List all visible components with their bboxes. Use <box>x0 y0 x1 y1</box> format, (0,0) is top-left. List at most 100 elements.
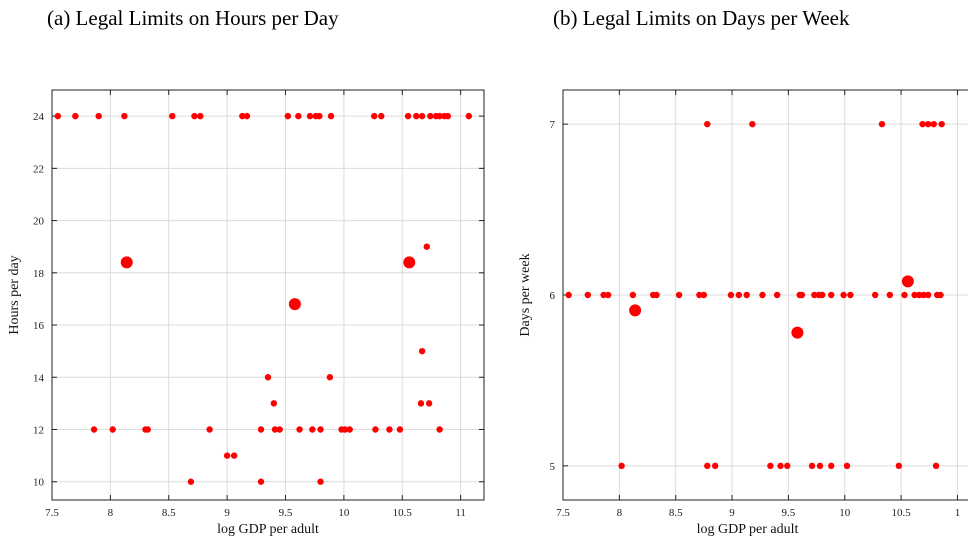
chart-b-point <box>828 462 835 470</box>
chart-b-xtick-label: 10.5 <box>891 507 911 519</box>
chart-a-point <box>257 426 265 433</box>
chart-a-point <box>243 112 251 120</box>
chart-b-point <box>901 291 908 299</box>
chart-a-point <box>121 112 128 120</box>
chart-a-title: (a) Legal Limits on Hours per Day <box>47 6 339 30</box>
chart-a-point <box>327 112 335 120</box>
chart-b-point <box>784 462 791 470</box>
chart-a-point <box>191 112 198 120</box>
chart-b-point <box>700 291 708 299</box>
chart-b-title: (b) Legal Limits on Days per Week <box>553 6 850 30</box>
chart-b-point <box>773 291 781 299</box>
chart-a-point <box>284 112 292 120</box>
chart-b-point <box>932 462 940 470</box>
chart-b-plot: 7.5 8 8.5 9 9.5 10 10.5 1 5 6 7 log GDP per adult Da… <box>518 89 968 537</box>
chart-a-point <box>425 400 433 407</box>
chart-b-point <box>828 291 835 299</box>
chart-b-point <box>675 291 683 299</box>
chart-b-mean-point <box>791 326 804 339</box>
chart-b-point <box>930 120 937 128</box>
chart-b-point <box>618 462 625 470</box>
chart-b-point <box>749 120 756 128</box>
chart-a-xtick-label: 10.5 <box>393 507 413 519</box>
chart-a-point <box>271 426 279 433</box>
chart-b-ytick-label: 6 <box>550 290 556 302</box>
chart-b-point <box>819 291 826 299</box>
chart-b-point <box>727 291 735 299</box>
chart-a-point <box>418 112 426 120</box>
chart-a-point <box>295 112 302 120</box>
chart-b-point <box>629 291 637 299</box>
chart-b-xtick-label: 1 <box>955 507 961 519</box>
chart-a-xtick-label: 8 <box>108 507 114 519</box>
chart-a-point <box>72 112 79 120</box>
chart-a-point <box>418 347 426 355</box>
chart-b-point <box>743 291 750 299</box>
chart-a-point <box>413 112 420 120</box>
chart-b-ytick-label: 5 <box>550 461 556 473</box>
chart-a-point <box>465 112 473 120</box>
chart-a-mean-point <box>403 256 416 269</box>
chart-b-xtick-label: 9.5 <box>782 507 796 519</box>
chart-b-ytick-label: 7 <box>550 119 556 131</box>
chart-a-point <box>109 426 116 433</box>
chart-b-xlabel: log GDP per adult <box>697 522 799 537</box>
chart-a-ylabel: Hours per day <box>7 255 22 334</box>
chart-b-xtick-label: 9 <box>729 507 735 519</box>
chart-a-xtick-label: 10 <box>338 507 350 519</box>
chart-b-point <box>816 462 824 470</box>
chart-a-point <box>378 112 385 120</box>
chart-a-ytick-label: 24 <box>33 111 45 123</box>
chart-b-point <box>704 120 711 128</box>
chart-a-point <box>95 112 102 120</box>
chart-a-point <box>417 400 425 407</box>
chart-a-point <box>386 426 393 433</box>
chart-a-point <box>316 112 323 120</box>
chart-b-point <box>735 291 743 299</box>
chart-a-xtick-label: 9.5 <box>279 507 293 519</box>
chart-a-point <box>341 426 349 433</box>
chart-b-point <box>565 291 572 299</box>
chart-a-point <box>169 112 176 120</box>
chart-a-point <box>270 400 278 407</box>
chart-a-point <box>306 112 314 120</box>
chart-b-point <box>924 120 932 128</box>
chart-a-mean-point <box>120 256 133 269</box>
chart-b-point <box>704 462 711 470</box>
chart-b-point <box>584 291 591 299</box>
chart-a-point <box>423 243 430 250</box>
chart-b-point <box>915 291 923 299</box>
chart-b-point <box>847 291 854 299</box>
chart-a-point <box>54 112 62 120</box>
chart-a-point <box>346 426 353 433</box>
chart-a-xlabel: log GDP per adult <box>217 522 319 537</box>
chart-a-point <box>326 374 334 381</box>
chart-a-point <box>144 426 151 433</box>
chart-a-ytick-label: 14 <box>33 372 45 384</box>
chart-b-point <box>808 462 816 470</box>
chart-b-xtick-label: 8 <box>617 507 623 519</box>
chart-a-point <box>90 426 98 433</box>
chart-b-point <box>600 291 607 299</box>
chart-a-point <box>239 112 246 120</box>
chart-b-point <box>711 462 719 470</box>
chart-a-point <box>276 426 283 433</box>
chart-b-point <box>653 291 660 299</box>
chart-a-xtick-label: 8.5 <box>162 507 176 519</box>
chart-a-point <box>223 452 231 459</box>
chart-a-point <box>264 374 272 381</box>
chart-a-ytick-label: 22 <box>33 163 44 175</box>
chart-a-ytick-label: 20 <box>33 216 45 228</box>
chart-b-point <box>777 462 784 470</box>
chart-b-mean-point <box>629 304 642 317</box>
chart-b-point <box>871 291 879 299</box>
chart-a-ytick-label: 12 <box>33 424 44 436</box>
chart-a-xtick-label: 7.5 <box>45 507 59 519</box>
chart-a-point <box>396 426 404 433</box>
chart-a-point <box>371 112 378 120</box>
chart-a-point <box>296 426 303 433</box>
chart-a-point <box>309 426 316 433</box>
chart-a-point <box>317 478 324 485</box>
chart-a-point <box>197 112 204 120</box>
